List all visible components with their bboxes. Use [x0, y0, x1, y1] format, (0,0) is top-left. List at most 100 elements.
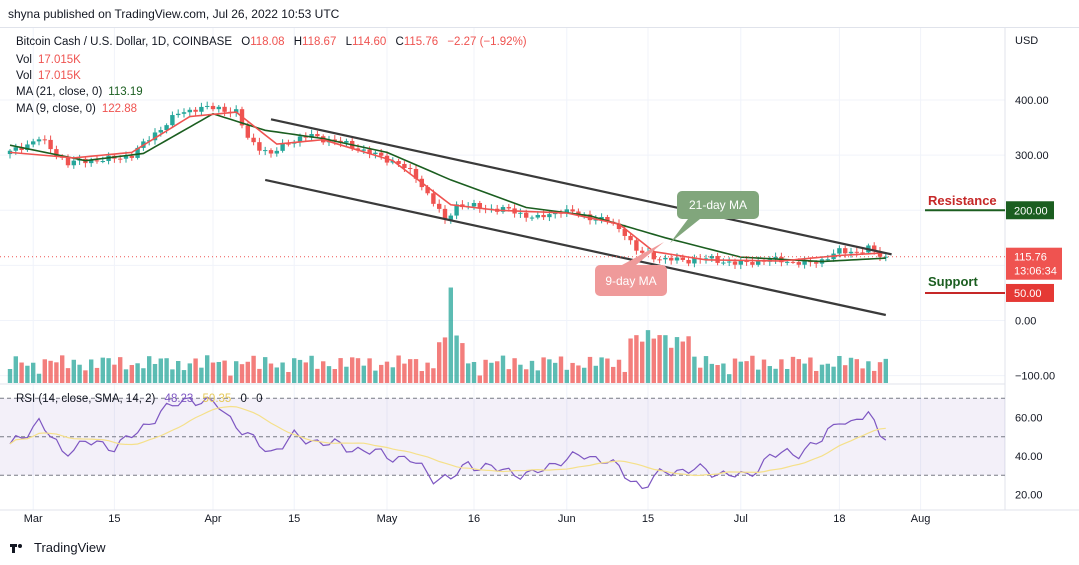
volume-bar — [872, 370, 877, 383]
candle-body — [872, 245, 877, 252]
volume-bar — [779, 359, 784, 383]
candle-body — [373, 152, 378, 154]
rsi-tick-label: 60.00 — [1015, 413, 1043, 425]
volume-bar — [825, 363, 830, 383]
price-chart[interactable]: 21-day MA 9-day MA Resistance Support US… — [0, 28, 1079, 538]
volume-bar — [297, 359, 303, 383]
candle-body — [152, 132, 158, 141]
symbol-name: Bitcoin Cash / U.S. Dollar, 1D, COINBASE — [16, 36, 233, 48]
volume-bar — [703, 356, 709, 383]
time-tick-label: 15 — [288, 513, 300, 525]
resistance-badge: 200.00 — [1014, 205, 1048, 217]
volume-bar — [13, 356, 18, 383]
time-tick-label: May — [377, 513, 398, 525]
volume-bar — [454, 335, 459, 383]
rsi-sma-line — [9, 405, 886, 477]
candle-body — [48, 139, 53, 150]
countdown-label: 13:06:34 — [1014, 266, 1057, 278]
volume-bar — [222, 360, 227, 383]
candle-body — [118, 158, 123, 160]
volume-bar — [280, 362, 285, 383]
candle-body — [709, 255, 714, 259]
candle-body — [257, 142, 262, 151]
price-tick-label: 300.00 — [1015, 150, 1049, 162]
volume-bar — [756, 369, 761, 383]
volume-bar — [489, 362, 494, 383]
candle-body — [651, 252, 656, 260]
volume-bar — [367, 358, 372, 383]
volume-bar — [750, 355, 755, 383]
volume-bar — [239, 364, 245, 383]
annotations: 21-day MA 9-day MA Resistance Support — [595, 191, 997, 296]
volume-bar — [437, 342, 442, 383]
volume-bar — [860, 368, 865, 383]
candle-body — [199, 106, 204, 112]
volume-bar — [738, 361, 743, 383]
volume-bar — [843, 365, 848, 383]
volume-bar — [477, 375, 482, 383]
legend-rsi: RSI (14, close, SMA, 14, 2) 48.23 50.35 … — [16, 393, 263, 405]
volume-bar — [645, 330, 651, 383]
candle-body — [408, 168, 413, 170]
candle-body — [413, 168, 419, 179]
volume-bar — [663, 335, 668, 383]
volume-bar — [669, 347, 674, 383]
volume-bar — [94, 367, 100, 383]
volume-bar — [599, 357, 604, 383]
volume-bar — [547, 359, 552, 383]
candle-body — [692, 258, 697, 264]
last-price-badge-bg — [1006, 247, 1062, 280]
volume-bar — [25, 365, 30, 383]
volume-bar — [558, 356, 564, 383]
open-value: 118.08 — [250, 36, 285, 48]
volume-bar — [135, 363, 140, 383]
candle-body — [170, 115, 175, 126]
tradingview-brand[interactable]: TradingView — [10, 540, 106, 555]
time-tick-label: 15 — [108, 513, 120, 525]
rsi-tick-label: 40.00 — [1015, 451, 1043, 463]
candle-body — [19, 147, 24, 151]
volume-bar — [141, 368, 146, 383]
volume-bar — [796, 359, 801, 383]
candle-body — [605, 216, 610, 222]
candle-body — [790, 261, 796, 263]
candle-body — [756, 260, 761, 265]
candle-body — [205, 105, 210, 107]
candle-body — [500, 207, 506, 212]
candle-body — [663, 257, 668, 260]
volume-bar — [529, 360, 535, 383]
volume-bar — [785, 368, 790, 383]
volume-bar — [819, 364, 825, 383]
volume-bar — [605, 358, 610, 383]
ma9-bubble: 9-day MA — [595, 242, 667, 296]
volume-bar — [147, 356, 152, 383]
volume-bar — [582, 367, 587, 383]
candle-body — [657, 259, 662, 261]
ma21-bubble-label: 21-day MA — [689, 198, 747, 212]
legend-vol1: Vol 17.015K — [16, 54, 81, 66]
candle-body — [297, 136, 303, 143]
rsi-band-background — [0, 398, 1005, 476]
volume-bar — [727, 374, 732, 383]
candle-body — [721, 262, 726, 264]
volume-bar — [65, 368, 71, 383]
candle-body — [268, 150, 274, 154]
volume-bar — [344, 366, 349, 383]
candle-body — [524, 212, 529, 218]
volume-bar — [54, 362, 59, 383]
volume-bar — [234, 361, 239, 383]
candle-body — [732, 261, 738, 265]
candle-body — [541, 214, 546, 218]
currency-label: USD — [1015, 35, 1038, 47]
candle-body — [135, 147, 140, 158]
volume-bar — [361, 365, 366, 383]
grid-lines — [0, 28, 1079, 511]
candle-body — [854, 251, 859, 253]
high-value: 118.67 — [302, 36, 337, 48]
candle-body — [634, 240, 639, 251]
volume-bar — [732, 358, 738, 383]
candle-body — [251, 137, 256, 143]
candle-body — [390, 161, 395, 163]
candle-body — [332, 139, 337, 141]
candle-body — [703, 258, 709, 260]
